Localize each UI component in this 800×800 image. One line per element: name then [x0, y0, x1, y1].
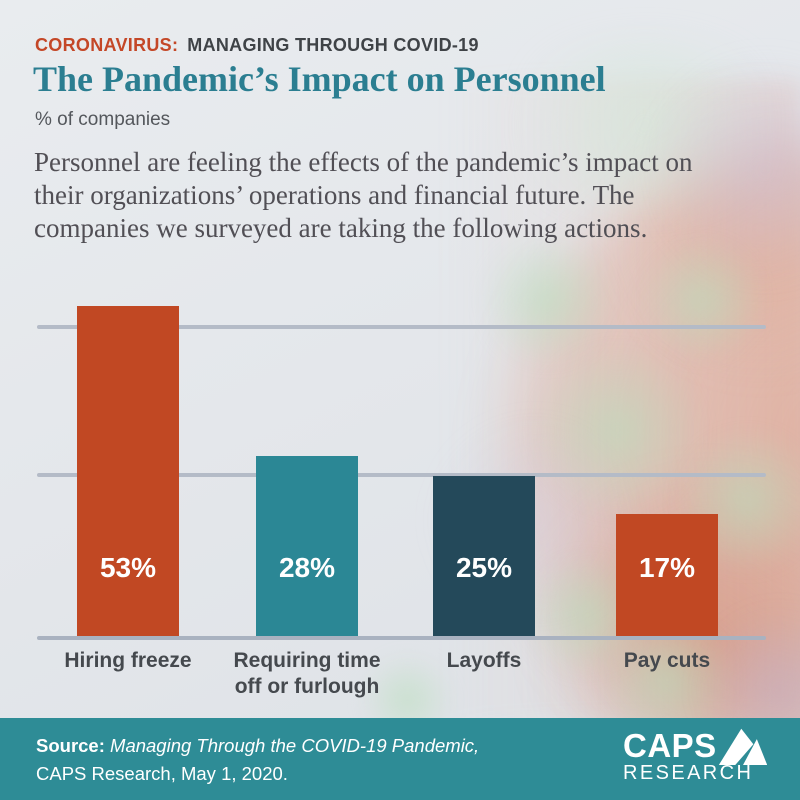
bar-value-label: 25%: [455, 552, 513, 583]
gridline: [37, 473, 766, 477]
bar-layoffs: 25%: [433, 476, 535, 636]
bar-category-label: Layoffs: [446, 649, 522, 672]
kicker-highlight: CORONAVIRUS:: [35, 35, 179, 55]
logo-research-text: RESEARCH: [623, 762, 754, 784]
source-label: Source:: [36, 735, 105, 756]
x-axis-line: [37, 636, 766, 640]
virus-spike-blob: [480, 235, 615, 365]
bar-category-label: Hiring freeze: [64, 649, 192, 672]
source-title: Managing Through the COVID-19 Pandemic,: [110, 735, 480, 756]
logo-top-row: CAPS: [623, 727, 767, 765]
kicker: CORONAVIRUS: MANAGING THROUGH COVID-19: [35, 35, 479, 56]
source-citation: Source: Managing Through the COVID-19 Pa…: [36, 732, 479, 788]
intro-paragraph: Personnel are feeling the effects of the…: [34, 147, 693, 243]
logo-caps-text: CAPS: [623, 727, 717, 764]
bar-hiring-freeze: 53%: [77, 306, 179, 636]
bar-value-label: 53%: [99, 552, 157, 583]
bar-value-label: 28%: [278, 552, 336, 583]
bar-requiring-time-off-or-furlough: 28%: [256, 456, 358, 636]
footer-bar: Source: Managing Through the COVID-19 Pa…: [0, 718, 800, 800]
bar-pay-cuts: 17%: [616, 514, 718, 636]
kicker-text: MANAGING THROUGH COVID-19: [187, 35, 479, 55]
bar-category-label: Pay cuts: [623, 649, 711, 672]
bar-value-label: 17%: [638, 552, 696, 583]
page-title: The Pandemic’s Impact on Personnel: [33, 59, 606, 99]
caps-research-logo: CAPS RESEARCH: [623, 727, 767, 785]
gridline: [37, 325, 766, 329]
bar-category-label: Requiring time off or furlough: [233, 649, 381, 699]
mountain-icon: [718, 728, 767, 765]
source-line2: CAPS Research, May 1, 2020.: [36, 763, 288, 784]
virus-spike-blob: [640, 240, 765, 360]
chart-unit-note: % of companies: [35, 109, 171, 130]
